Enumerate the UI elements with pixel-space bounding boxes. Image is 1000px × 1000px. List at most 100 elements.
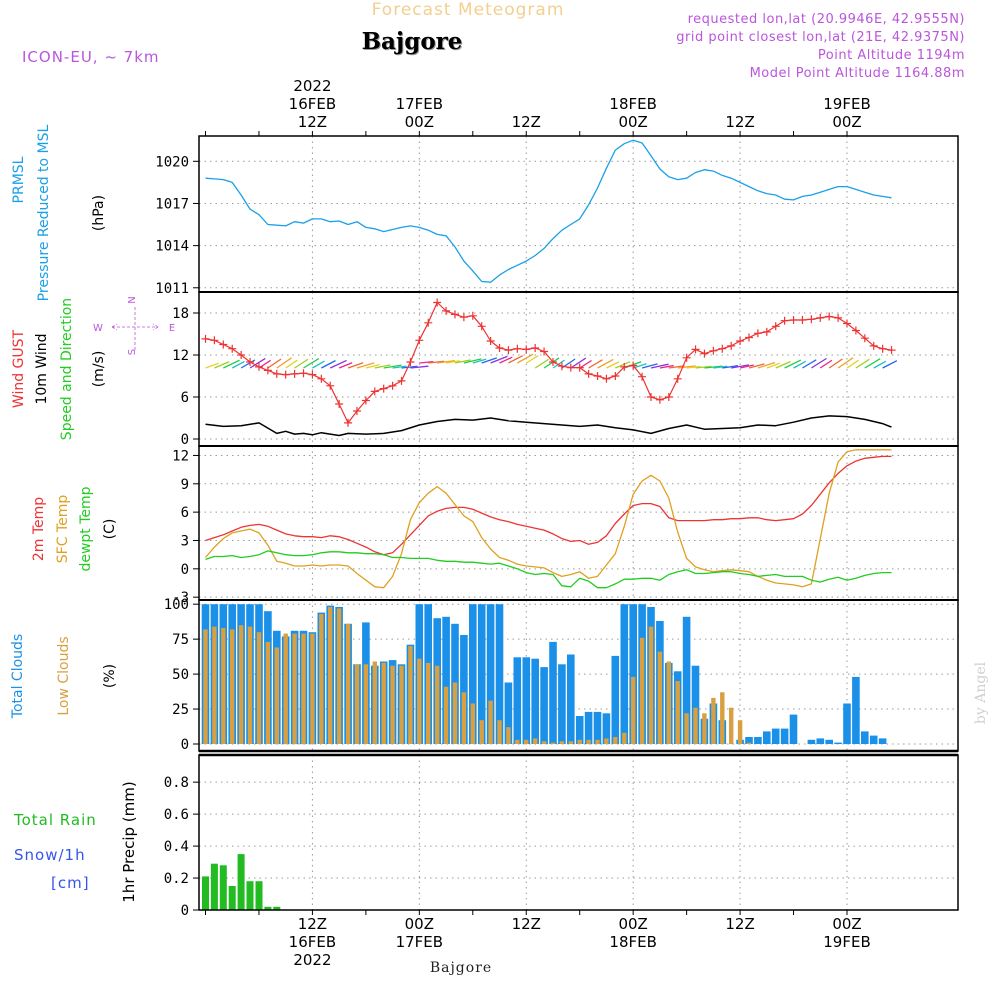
low-clouds-bar [497, 720, 502, 744]
wind-gust-marker [486, 337, 495, 345]
rain-bar [273, 906, 281, 910]
wind-gust-marker [566, 363, 575, 372]
wind-gust-marker [584, 369, 593, 378]
wind-gust-marker [201, 334, 210, 343]
wind-gust-marker [548, 358, 557, 366]
time-label-bottom: 17FEB [396, 933, 443, 951]
y-tick-label: -3 [172, 590, 189, 606]
wind-direction-arrow [329, 359, 347, 369]
footer-station: Bajgore [430, 960, 492, 976]
low-clouds-bar [336, 608, 342, 744]
low-clouds-bar [310, 633, 315, 745]
wind-gust-marker [513, 344, 522, 353]
wind-direction-arrow [606, 361, 620, 369]
wind-direction-arrow [837, 357, 854, 369]
point-altitude: Point Altitude 1194m [818, 48, 965, 63]
low-clouds-bar [461, 692, 467, 744]
total-clouds-bar [789, 714, 798, 744]
wind-gust-marker [860, 334, 869, 343]
wind-direction-arrow [784, 359, 802, 369]
watermark: by Angel [973, 661, 989, 724]
wind-direction-arrow [472, 358, 487, 364]
model-altitude: Model Point Altitude 1164.88m [750, 66, 965, 81]
low-clouds-bar [604, 738, 609, 744]
wind-direction-arrow [615, 361, 631, 369]
wind-gust-marker [611, 372, 620, 380]
pressure-ylabel-1: PRMSL [11, 156, 27, 203]
time-label-bottom: 12Z [512, 915, 541, 933]
wind-direction-arrow [419, 360, 434, 364]
wind-direction-arrow [517, 353, 534, 364]
wind-gust-marker [326, 381, 335, 390]
y-tick-label: 18 [172, 306, 189, 322]
total-clouds-bar [469, 604, 477, 744]
low-clouds-bar [230, 629, 235, 744]
wind-direction-arrow [552, 359, 565, 369]
low-clouds-bar [595, 739, 600, 744]
wind-ylabel-10m: 10m Wind [34, 333, 50, 404]
wind-direction-arrow [819, 359, 833, 369]
wind-direction-arrow [525, 355, 539, 364]
wind-gust-marker [459, 313, 468, 322]
low-clouds-bar [550, 742, 556, 744]
low-clouds-bar [435, 665, 440, 744]
time-label-top: 00Z [832, 113, 861, 131]
wind-direction-arrow [748, 363, 765, 369]
wind-gust-marker [700, 349, 709, 358]
wind-gust-marker [308, 370, 317, 379]
rain-bar [264, 906, 272, 910]
compass-cross [111, 307, 159, 350]
low-clouds-bar [729, 707, 734, 745]
low-clouds-bar [274, 647, 279, 744]
time-label-top: 12Z [298, 113, 327, 131]
wind-ylabel-gust: Wind GUST [11, 329, 27, 408]
low-clouds-bar [568, 741, 573, 744]
temp-ylabel-dewpt: dewpt Temp [78, 486, 94, 571]
total-clouds-bar [691, 665, 700, 744]
y-tick-label: 0 [181, 562, 189, 578]
wind-direction-arrow [722, 365, 739, 369]
wind-direction-arrow [347, 362, 364, 369]
clouds-ylabel-total: Total Clouds [10, 634, 26, 719]
total-clouds-bar [522, 657, 531, 744]
total-clouds-bar [477, 604, 486, 744]
time-label-top: 17FEB [396, 95, 443, 113]
time-label-bottom: 12Z [725, 915, 754, 933]
low-clouds-bar [238, 625, 244, 744]
wind-direction-arrow [205, 362, 219, 369]
y-tick-label: 6 [181, 505, 189, 521]
wind-direction-arrow [490, 355, 508, 364]
precip-label-snow: Snow/1h [14, 846, 86, 864]
y-tick-label: 9 [181, 477, 189, 493]
wind-direction-arrow [303, 358, 320, 369]
wind-direction-arrow [775, 361, 791, 369]
low-clouds-bar [648, 626, 654, 744]
low-clouds-bar [541, 741, 547, 744]
total-clouds-bar [504, 682, 513, 744]
wind-direction-arrow [873, 360, 887, 369]
total-clouds-bar [620, 604, 629, 744]
wind-gust-marker [887, 346, 896, 355]
wind-gust-marker [593, 372, 602, 380]
wind-gust-marker [798, 316, 807, 324]
wind-direction-arrow [321, 360, 336, 369]
low-clouds-bar [452, 682, 458, 744]
wind-direction-arrow [864, 358, 881, 369]
wind-direction-arrow [356, 362, 375, 369]
wind-direction-arrow [695, 365, 712, 369]
total-clouds-bar [567, 654, 575, 744]
y-tick-label: 1020 [155, 154, 189, 170]
wind-direction-arrow [686, 365, 701, 369]
low-clouds-bar [577, 739, 582, 744]
low-clouds-bar [354, 664, 360, 744]
wind-gust-marker [406, 358, 415, 366]
wind-gust-marker [682, 353, 691, 362]
low-clouds-bar [720, 692, 725, 744]
wind-gust-marker [522, 345, 531, 354]
total-clouds-bar [549, 641, 557, 744]
wind-direction-arrow [437, 360, 456, 364]
wind-direction-arrow [793, 360, 807, 369]
wind-direction-arrow [739, 364, 754, 369]
wind-gust-marker [834, 313, 843, 322]
